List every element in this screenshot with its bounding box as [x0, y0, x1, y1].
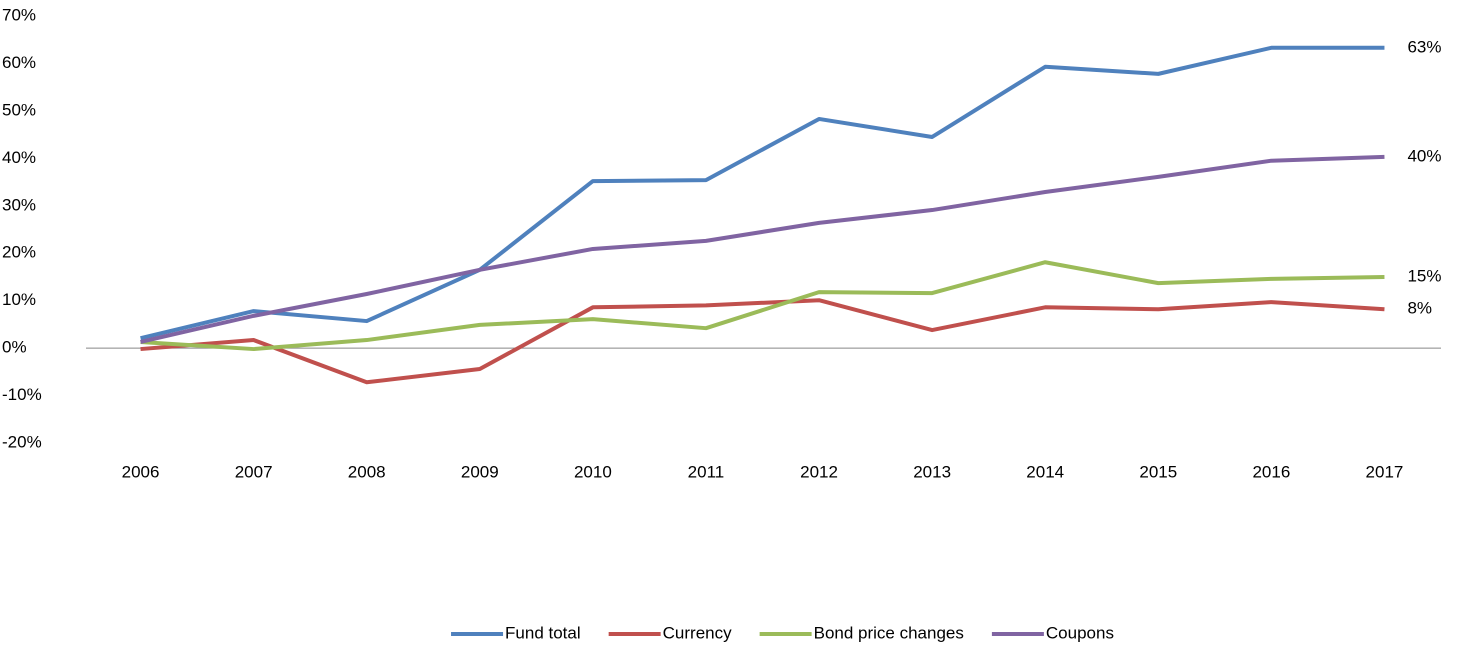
y-tick-label: 50% [2, 100, 36, 119]
x-tick-label: 2014 [1026, 462, 1064, 481]
series-line [140, 298, 1385, 385]
y-tick-label: 10% [2, 290, 36, 309]
x-tick-label: 2007 [235, 462, 273, 481]
legend-label: Currency [663, 623, 732, 642]
legend-label: Coupons [1046, 623, 1114, 642]
data-label: 40% [1407, 146, 1441, 165]
x-tick-label: 2008 [348, 462, 386, 481]
series-line [140, 154, 1385, 344]
y-tick-label: 60% [2, 53, 36, 72]
series-line [140, 260, 1385, 352]
legend-label: Bond price changes [814, 623, 964, 642]
x-tick-label: 2010 [574, 462, 612, 481]
y-tick-label: 40% [2, 148, 36, 167]
y-tick-label: -10% [2, 385, 42, 404]
x-tick-label: 2016 [1252, 462, 1290, 481]
y-tick-label: 0% [2, 338, 27, 357]
x-tick-label: 2017 [1366, 462, 1404, 481]
y-tick-label: 70% [2, 5, 36, 24]
x-tick-label: 2006 [122, 462, 160, 481]
data-label: 8% [1407, 299, 1432, 318]
y-tick-label: 30% [2, 195, 36, 214]
y-tick-label: 20% [2, 243, 36, 262]
y-tick-label: -20% [2, 432, 42, 451]
x-tick-label: 2009 [461, 462, 499, 481]
data-label: 63% [1407, 37, 1441, 56]
x-tick-label: 2015 [1139, 462, 1177, 481]
legend-label: Fund total [505, 623, 581, 642]
series-line [140, 45, 1385, 341]
x-tick-label: 2011 [688, 462, 725, 481]
data-label: 15% [1407, 266, 1441, 285]
x-tick-label: 2013 [913, 462, 951, 481]
x-tick-label: 2012 [800, 462, 838, 481]
